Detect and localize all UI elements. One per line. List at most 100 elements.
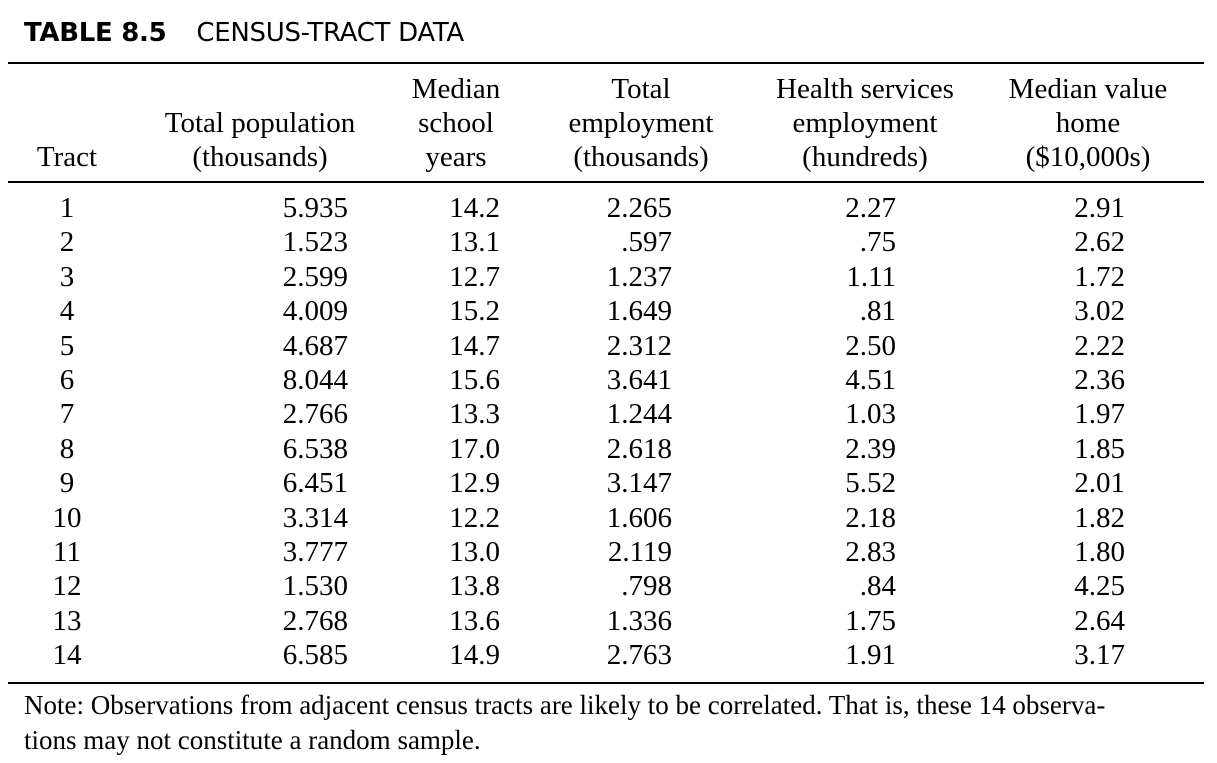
header-median-home-value: Median value home ($10,000s): [998, 70, 1178, 174]
table-body: 1 5.935 14.2 2.265 2.27 2.91 2 1.523 13.…: [8, 191, 1204, 672]
cell-health: 4.51: [845, 363, 896, 396]
cell-population: 4.687: [282, 329, 348, 362]
header-health-line-1: Health services: [776, 73, 954, 105]
header-total-employment: Total employment (thousands): [546, 70, 736, 174]
cell-home-value: 2.91: [1074, 192, 1125, 224]
header-health-line-2: employment: [792, 107, 938, 139]
cell-tract: 10: [52, 501, 82, 534]
header-health-line-3: (hundreds): [802, 141, 928, 173]
cell-population: 8.044: [282, 363, 348, 396]
cell-population: 3.314: [282, 501, 348, 534]
cell-home-value: 1.80: [1074, 535, 1125, 568]
cell-health: 1.75: [845, 604, 896, 637]
header-median-school-years: Median school years: [396, 70, 516, 174]
cell-tract: 2: [59, 226, 75, 259]
cell-school: 14.7: [449, 329, 500, 362]
cell-employment: .798: [621, 570, 672, 603]
cell-employment: 3.641: [606, 363, 672, 396]
cell-school: 12.9: [449, 467, 500, 500]
table-row: 11 3.777 13.0 2.119 2.83 1.80: [8, 535, 1204, 569]
header-employment-line-1: Total: [611, 73, 671, 105]
cell-population: 3.777: [282, 535, 348, 568]
cell-school: 12.2: [449, 501, 500, 534]
cell-home-value: 1.85: [1074, 432, 1125, 465]
cell-health: 1.03: [845, 398, 896, 431]
cell-school: 13.0: [449, 535, 500, 568]
cell-school: 15.2: [449, 295, 500, 328]
cell-school: 17.0: [449, 432, 500, 465]
header-rule: [8, 181, 1204, 183]
table-title: CENSUS-TRACT DATA: [196, 18, 464, 48]
header-tract: Tract: [8, 70, 126, 174]
cell-population: 2.768: [282, 604, 348, 637]
cell-employment: 2.312: [606, 329, 672, 362]
table-row: 14 6.585 14.9 2.763 1.91 3.17: [8, 638, 1204, 672]
cell-employment: 2.618: [606, 432, 672, 465]
cell-home-value: 2.01: [1074, 467, 1125, 500]
cell-tract: 14: [52, 639, 82, 672]
header-home-line-1: Median value: [1008, 73, 1168, 105]
cell-school: 13.3: [449, 398, 500, 431]
header-total-population: Total population (thousands): [150, 70, 370, 174]
cell-population: 1.530: [282, 570, 348, 603]
cell-tract: 13: [52, 604, 82, 637]
cell-school: 14.2: [449, 192, 500, 224]
table-row: 2 1.523 13.1 .597 .75 2.62: [8, 225, 1204, 259]
cell-health: 2.18: [845, 501, 896, 534]
header-employment-line-2: employment: [568, 107, 714, 139]
table-row: 6 8.044 15.6 3.641 4.51 2.36: [8, 363, 1204, 397]
cell-home-value: 2.36: [1074, 363, 1125, 396]
header-health-services-employment: Health services employment (hundreds): [760, 70, 970, 174]
cell-school: 12.7: [449, 260, 500, 293]
cell-health: 1.91: [845, 639, 896, 672]
cell-tract: 7: [59, 398, 75, 431]
table-row: 1 5.935 14.2 2.265 2.27 2.91: [8, 191, 1204, 225]
top-rule: [8, 62, 1204, 64]
cell-home-value: 2.62: [1074, 226, 1125, 259]
note-line-1: Note: Observations from adjacent census …: [24, 690, 1106, 720]
cell-population: 4.009: [282, 295, 348, 328]
cell-employment: 1.336: [606, 604, 672, 637]
header-employment-line-3: (thousands): [573, 141, 709, 173]
header-home-line-3: ($10,000s): [1025, 141, 1151, 173]
cell-home-value: 1.97: [1074, 398, 1125, 431]
cell-employment: 2.265: [606, 192, 672, 224]
table-row: 5 4.687 14.7 2.312 2.50 2.22: [8, 329, 1204, 363]
table-note: Note: Observations from adjacent census …: [24, 688, 1184, 758]
cell-health: 2.83: [845, 535, 896, 568]
table-row: 10 3.314 12.2 1.606 2.18 1.82: [8, 501, 1204, 535]
cell-school: 15.6: [449, 363, 500, 396]
table-row: 4 4.009 15.2 1.649 .81 3.02: [8, 294, 1204, 328]
cell-tract: 9: [59, 467, 75, 500]
bottom-rule: [8, 682, 1204, 684]
cell-employment: 3.147: [606, 467, 672, 500]
cell-school: 14.9: [449, 639, 500, 672]
cell-home-value: 2.64: [1074, 604, 1125, 637]
cell-population: 6.585: [282, 639, 348, 672]
cell-employment: 1.237: [606, 260, 672, 293]
cell-tract: 5: [59, 329, 75, 362]
cell-home-value: 2.22: [1074, 329, 1125, 362]
cell-school: 13.6: [449, 604, 500, 637]
cell-health: .84: [859, 570, 896, 603]
cell-home-value: 1.72: [1074, 260, 1125, 293]
table-label: TABLE 8.5: [24, 18, 167, 48]
cell-school: 13.1: [449, 226, 500, 259]
table-row: 12 1.530 13.8 .798 .84 4.25: [8, 569, 1204, 603]
cell-home-value: 4.25: [1074, 570, 1125, 603]
cell-health: .75: [859, 226, 896, 259]
cell-population: 2.766: [282, 398, 348, 431]
cell-population: 5.935: [282, 192, 348, 224]
cell-tract: 4: [59, 295, 75, 328]
table-row: 8 6.538 17.0 2.618 2.39 1.85: [8, 432, 1204, 466]
table-page: TABLE 8.5 CENSUS-TRACT DATA Tract Total …: [8, 0, 1204, 763]
cell-health: 2.50: [845, 329, 896, 362]
cell-tract: 12: [52, 570, 82, 603]
cell-home-value: 3.02: [1074, 295, 1125, 328]
header-school-line-3: years: [425, 141, 487, 173]
cell-employment: 2.119: [607, 535, 672, 568]
cell-population: 2.599: [282, 260, 348, 293]
cell-home-value: 3.17: [1074, 639, 1125, 672]
cell-employment: 1.606: [606, 501, 672, 534]
cell-health: 1.11: [846, 260, 896, 293]
